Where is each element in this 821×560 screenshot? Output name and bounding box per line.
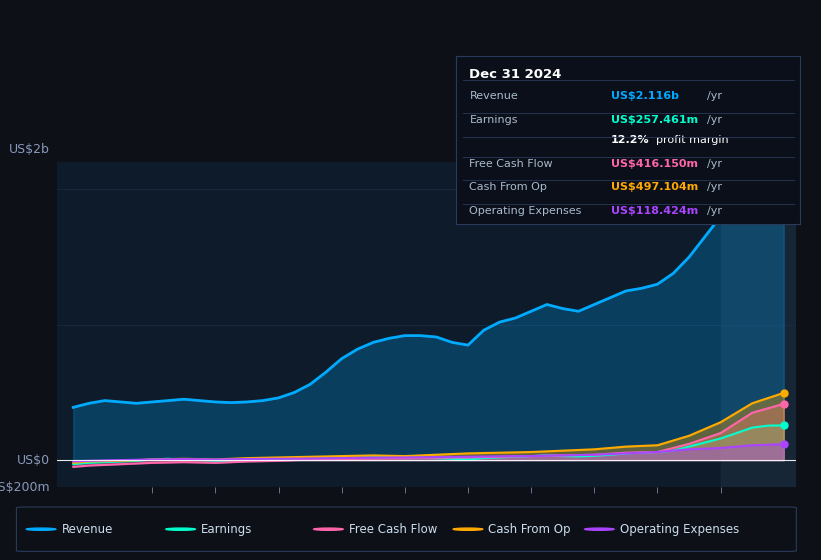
Bar [721, 162, 796, 487]
Text: US$497.104m: US$497.104m [611, 182, 698, 192]
Text: Earnings: Earnings [470, 115, 518, 125]
Text: Cash From Op: Cash From Op [488, 522, 571, 536]
Text: -US$200m: -US$200m [0, 480, 50, 494]
Text: Cash From Op: Cash From Op [470, 182, 548, 192]
Circle shape [166, 528, 195, 530]
Text: Free Cash Flow: Free Cash Flow [349, 522, 438, 536]
Text: Earnings: Earnings [201, 522, 253, 536]
Text: US$416.150m: US$416.150m [611, 158, 698, 169]
Text: Revenue: Revenue [470, 91, 518, 101]
Circle shape [26, 528, 56, 530]
Text: US$2.116b: US$2.116b [611, 91, 679, 101]
Text: 12.2%: 12.2% [611, 135, 649, 145]
Text: /yr: /yr [708, 115, 722, 125]
Text: Operating Expenses: Operating Expenses [470, 206, 582, 216]
Text: Operating Expenses: Operating Expenses [620, 522, 739, 536]
Text: Free Cash Flow: Free Cash Flow [470, 158, 553, 169]
Text: Revenue: Revenue [62, 522, 113, 536]
Text: /yr: /yr [708, 182, 722, 192]
Text: US$2b: US$2b [9, 143, 50, 156]
Circle shape [585, 528, 614, 530]
Text: profit margin: profit margin [656, 135, 728, 145]
Text: US$0: US$0 [17, 454, 50, 466]
Circle shape [314, 528, 343, 530]
Text: Dec 31 2024: Dec 31 2024 [470, 68, 562, 81]
Text: US$257.461m: US$257.461m [611, 115, 698, 125]
Text: /yr: /yr [708, 206, 722, 216]
Text: US$118.424m: US$118.424m [611, 206, 698, 216]
Text: /yr: /yr [708, 91, 722, 101]
Text: /yr: /yr [708, 158, 722, 169]
Circle shape [453, 528, 483, 530]
